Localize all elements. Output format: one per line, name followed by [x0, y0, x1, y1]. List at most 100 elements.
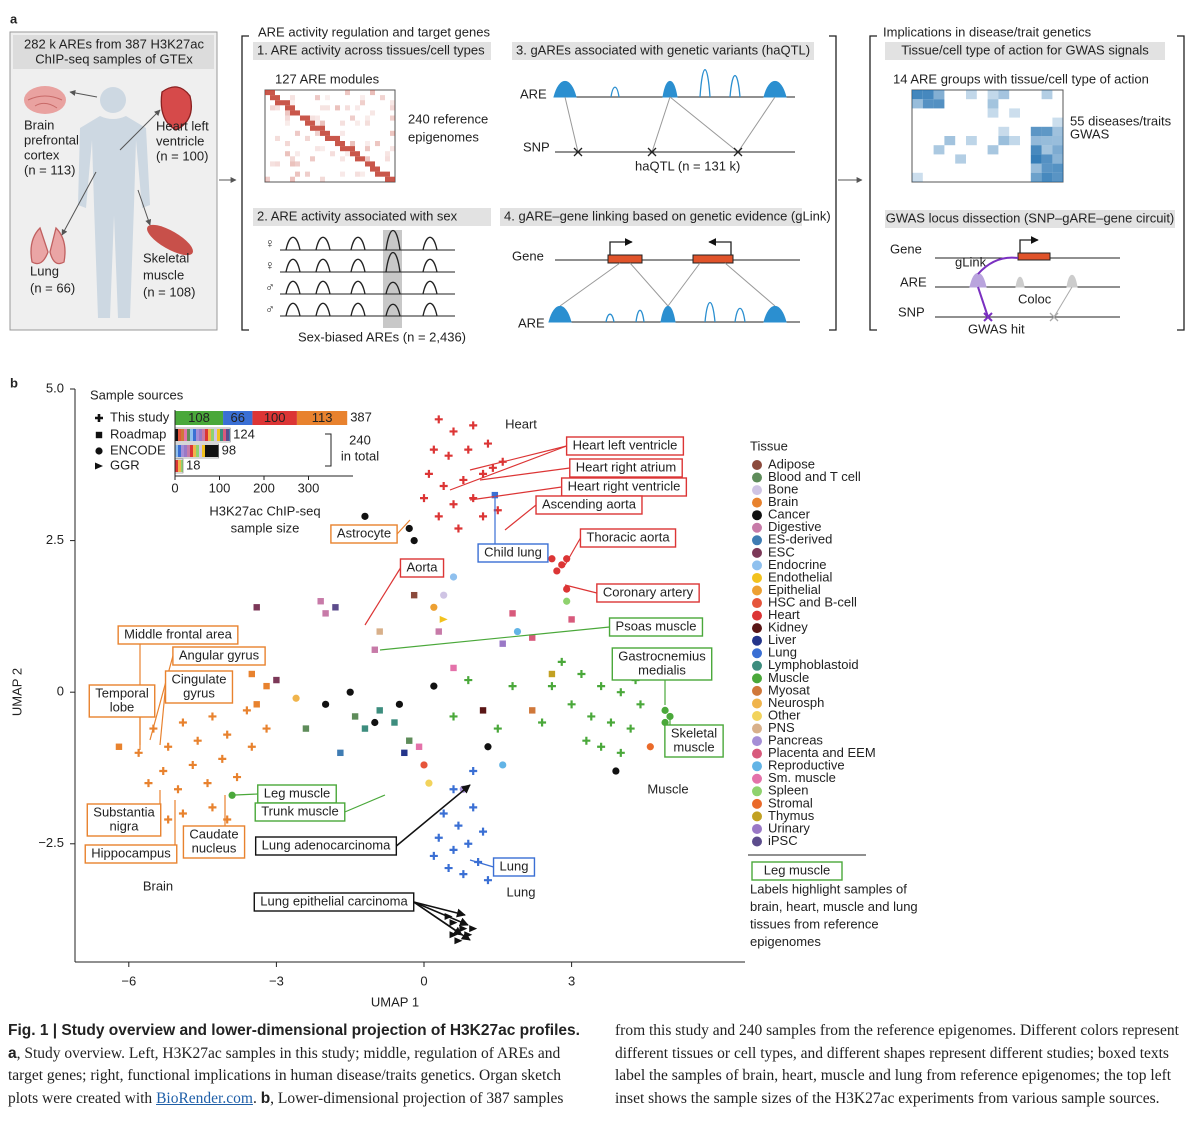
heatmap-cell	[1052, 117, 1064, 127]
leader-line	[149, 655, 174, 741]
coloc-link	[977, 286, 989, 318]
label-box	[751, 861, 843, 881]
heatmap-cell	[325, 105, 330, 111]
annotation-text: Psoas muscle	[616, 618, 697, 633]
heatmap-label: 240 reference	[408, 111, 488, 126]
annotation-text: Lung epithelial carcinoma	[260, 893, 408, 908]
leader-line	[395, 784, 471, 847]
heatmap-cell	[340, 171, 345, 177]
heatmap-cell	[275, 95, 280, 101]
heatmap-label: 55 diseases/traits	[1070, 113, 1172, 128]
track-label: haQTL (n = 131 k)	[635, 158, 740, 173]
legend-swatch	[752, 823, 762, 834]
heatmap-cell	[1030, 136, 1042, 146]
shape	[1177, 35, 1185, 331]
boxed-label: Leg muscle	[257, 784, 337, 804]
boxed-label: Coronary artery	[596, 583, 700, 603]
caption-label: b	[260, 1089, 271, 1107]
annotation-text: Heart right atrium	[576, 459, 676, 474]
point	[483, 876, 492, 885]
point	[273, 676, 280, 684]
tss-arrow	[708, 238, 732, 255]
annotation-text: Heart	[505, 416, 537, 431]
point	[164, 742, 173, 751]
point	[449, 919, 458, 927]
legend-label: Digestive	[768, 519, 821, 534]
heatmap-cell	[290, 110, 295, 116]
heatmap-cell	[912, 99, 923, 109]
point	[616, 688, 625, 697]
heatmap-cell	[385, 151, 390, 157]
heatmap-cell	[295, 130, 300, 136]
inset-stripe	[214, 445, 217, 457]
organ-label: ventricle	[156, 133, 204, 148]
link	[724, 262, 776, 307]
point	[242, 706, 251, 715]
label-box	[182, 825, 246, 859]
inset-stripe	[211, 445, 214, 457]
legend-label: Urinary	[768, 820, 810, 835]
legend-title: Tissue	[750, 438, 788, 453]
heatmap-cell	[375, 141, 380, 147]
heatmap-cell	[285, 120, 290, 126]
point	[563, 555, 571, 563]
point	[449, 931, 458, 939]
legend-label: Blood and T cell	[768, 469, 861, 484]
heatmap-cell	[955, 154, 966, 164]
annotation-text: Lung adenocarcinoma	[262, 837, 391, 852]
heatmap-cell	[335, 105, 340, 111]
leader-line	[344, 794, 386, 813]
inset-stripe	[208, 429, 211, 441]
heatmap-cell	[295, 171, 300, 177]
caption-link[interactable]: BioRender.com	[156, 1089, 253, 1107]
point	[424, 469, 433, 478]
label-box	[254, 836, 398, 856]
legend-label: Liver	[768, 632, 797, 647]
heatmap-cell	[320, 120, 325, 126]
heatmap-cell	[1052, 145, 1064, 155]
leader-line	[469, 859, 494, 868]
annotation-text: lobe	[110, 699, 135, 714]
arrow	[61, 171, 97, 236]
point	[248, 670, 255, 678]
point	[479, 469, 488, 478]
sex-symbol: ♀	[265, 235, 275, 250]
boxed-label: Psoas muscle	[608, 617, 704, 637]
peak	[729, 74, 741, 98]
point	[563, 585, 571, 593]
label-box	[86, 803, 162, 837]
inset-bracket-label: in total	[341, 448, 379, 463]
gene-box	[607, 254, 643, 264]
point	[415, 743, 423, 750]
label-box	[492, 857, 536, 877]
header-band	[13, 35, 214, 69]
boxed-label: Middle frontal area	[117, 625, 239, 645]
x-tick-label: −6	[121, 973, 136, 988]
legend-label: Adipose	[768, 456, 815, 471]
link	[669, 96, 739, 153]
peak	[763, 305, 787, 323]
inset-tick-label: 100	[209, 480, 231, 495]
track-label: ARE	[900, 274, 927, 289]
label-box	[253, 892, 415, 912]
point	[661, 706, 669, 714]
heatmap-cell	[1041, 126, 1053, 136]
heatmap-cell	[390, 115, 395, 121]
heatmap-cell	[355, 120, 360, 126]
label-box	[84, 844, 178, 864]
heatmap-cell	[375, 166, 380, 172]
annotation-text: Coronary artery	[603, 584, 694, 599]
x-tick-label: 3	[568, 973, 575, 988]
point	[440, 591, 448, 599]
point	[459, 925, 468, 933]
peak	[285, 302, 301, 317]
legend-label: Reproductive	[768, 758, 845, 773]
heatmap-cell	[1009, 136, 1020, 146]
sex-symbol: ♂	[265, 301, 275, 316]
label-box	[477, 543, 549, 563]
point	[164, 815, 173, 824]
leader-line	[449, 445, 567, 491]
point	[371, 646, 378, 653]
leader-line	[504, 504, 537, 531]
